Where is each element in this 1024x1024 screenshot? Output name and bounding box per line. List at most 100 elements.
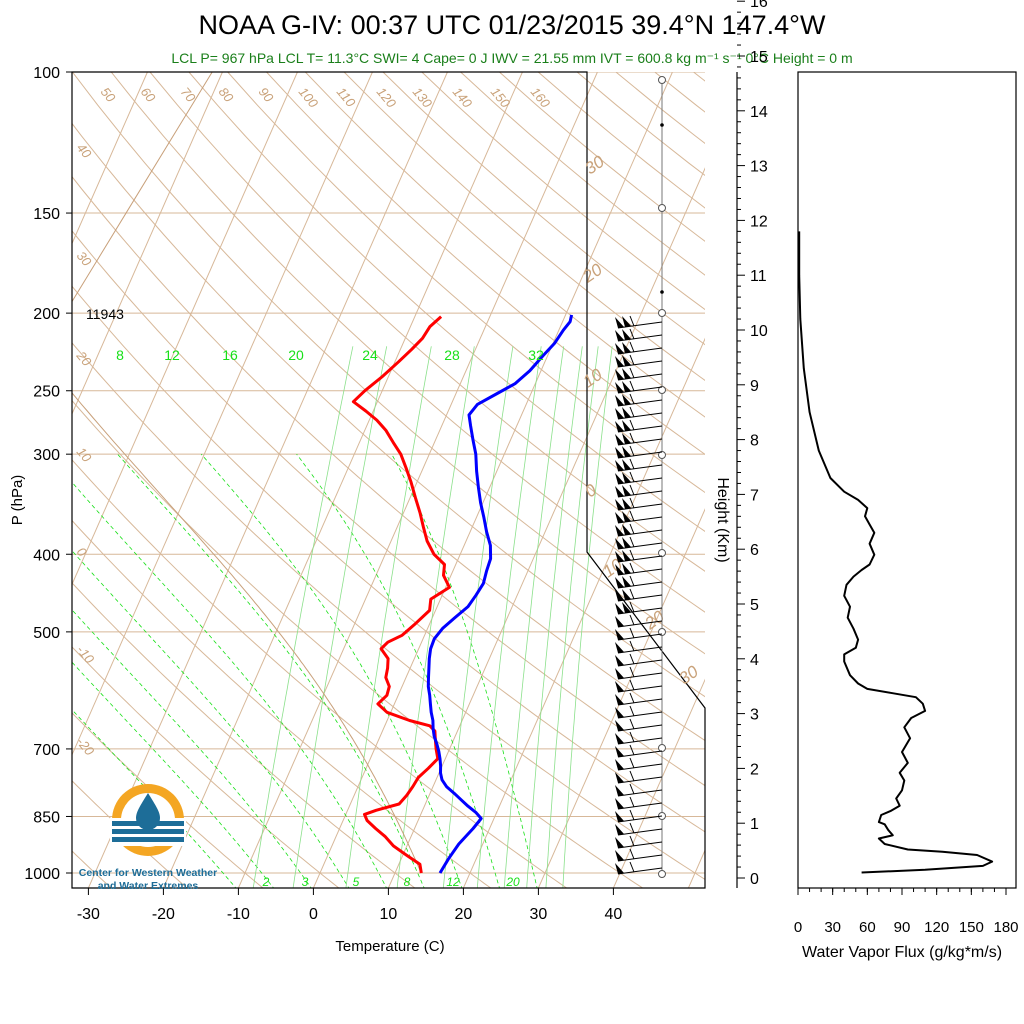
isotherm-label: -10 [74, 642, 98, 667]
wind-barb-flag [615, 382, 624, 393]
mixing-ratio-label: 16 [222, 347, 238, 363]
height-tick-label: 8 [750, 433, 759, 450]
isotherm-line [687, 849, 705, 888]
wind-barb-feather [629, 419, 635, 431]
dry-adiabat [110, 72, 705, 613]
wind-barb-flag [622, 602, 631, 613]
wind-barb-flag [615, 421, 624, 432]
wind-barb-staff [617, 672, 663, 680]
wind-barb-flag [622, 550, 631, 561]
wind-barb-feather [629, 588, 635, 600]
wind-barb-staff [617, 763, 663, 771]
dry-adiabat-label: 90 [256, 84, 277, 105]
dry-adiabat [72, 519, 492, 888]
skewt-profiles [351, 314, 574, 874]
wind-barb-flag [622, 368, 631, 379]
isotherm-line [72, 72, 373, 757]
wind-barb-feather [629, 354, 635, 366]
chart-title: NOAA G-IV: 00:37 UTC 01/23/2015 39.4°N 1… [198, 10, 826, 40]
dry-adiabat [304, 72, 705, 418]
skewt-frame [71, 71, 706, 889]
wind-barb-feather [629, 367, 635, 379]
wind-barb-staff [617, 789, 663, 797]
flux-border [797, 71, 1017, 889]
wind-barb-feather [629, 393, 635, 405]
wind-barb-staff [617, 620, 663, 628]
wind-barb-feather [629, 861, 635, 873]
wind-barb-feather [629, 783, 635, 795]
flux-x-tick-label: 150 [959, 919, 984, 936]
wind-barb-flag [615, 499, 624, 510]
isotherm-line [537, 508, 705, 888]
wind-barb-feather [629, 796, 635, 808]
wind-level-marker [658, 744, 666, 752]
wind-barb-feather [629, 731, 635, 743]
wind-barb-flag [622, 407, 631, 418]
wind-barb-flag [615, 694, 624, 705]
dry-adiabat [188, 72, 705, 533]
wind-barb-feather [629, 406, 635, 418]
wind-barb-flag [622, 355, 631, 366]
mixing-ratio-line [396, 346, 475, 888]
wind-barb-staff [617, 802, 663, 810]
y-tick-label: 150 [33, 206, 60, 223]
wind-barb-flag [622, 537, 631, 548]
wind-barb-flag [615, 460, 624, 471]
water-vapor-flux-line [798, 231, 994, 874]
x-axis-label: Temperature (C) [335, 938, 444, 955]
dry-adiabat [72, 399, 644, 888]
wind-barb-staff [617, 334, 663, 342]
mixing-ratio-line [345, 346, 432, 888]
moist-adiabat [296, 453, 500, 888]
dry-adiabat [537, 72, 705, 209]
y-tick-label: 300 [33, 447, 60, 464]
wind-barb-feather [629, 497, 635, 509]
isotherm-label: 10 [74, 444, 95, 465]
wind-barb-flag [615, 642, 624, 653]
wind-barb-feather [629, 458, 635, 470]
wind-barb-staff [617, 828, 663, 836]
dry-adiabat [72, 712, 264, 888]
wind-barb-flag [615, 746, 624, 757]
wind-barb-feather [629, 744, 635, 756]
wind-barb-flag [615, 434, 624, 445]
moist-adiabat [72, 709, 237, 888]
height-tick-label: 14 [750, 104, 768, 121]
x-tick-label: 20 [455, 906, 473, 923]
wind-barb-flag [615, 564, 624, 575]
mixing-ratio-line [476, 346, 542, 888]
wind-barb-flag [622, 563, 631, 574]
wind-barb-flag [622, 342, 631, 353]
y-tick-label: 400 [33, 547, 60, 564]
wind-barb-flag [615, 824, 624, 835]
mixing-ratio-label: 8 [116, 347, 124, 363]
wind-barb-flag [615, 759, 624, 770]
logo-text-line2: and Water Extremes [98, 880, 199, 892]
wind-barb-flag [615, 772, 624, 783]
wind-barb-staff [617, 555, 663, 563]
wind-barb-flag [615, 525, 624, 536]
wind-barb-feather [629, 640, 635, 652]
wind-level-marker [658, 549, 666, 557]
wind-barb-feather [629, 523, 635, 535]
height-axis-label: Height (Km) [714, 477, 731, 562]
wind-barb-staff [617, 776, 663, 784]
wind-barb-flag [615, 356, 624, 367]
wind-barb-feather [629, 432, 635, 444]
wind-barb-feather [629, 549, 635, 561]
flux-x-tick-label: 30 [824, 919, 841, 936]
wind-barb-staff [617, 724, 663, 732]
wind-barb-staff [617, 438, 663, 446]
mixing-ratio-line [252, 346, 354, 888]
dry-adiabat [72, 230, 705, 787]
wind-barb-staff [617, 425, 663, 433]
wind-barb-feather [629, 510, 635, 522]
wind-barb-flag [615, 369, 624, 380]
wind-barb-flag [615, 551, 624, 562]
logo-wave [112, 829, 184, 834]
dry-adiabat-label: 70 [178, 84, 199, 105]
flux-x-axis-label: Water Vapor Flux (g/kg*m/s) [802, 944, 1002, 961]
moist-adiabat-label: 30 [581, 152, 608, 179]
height-tick-label: 4 [750, 652, 759, 669]
